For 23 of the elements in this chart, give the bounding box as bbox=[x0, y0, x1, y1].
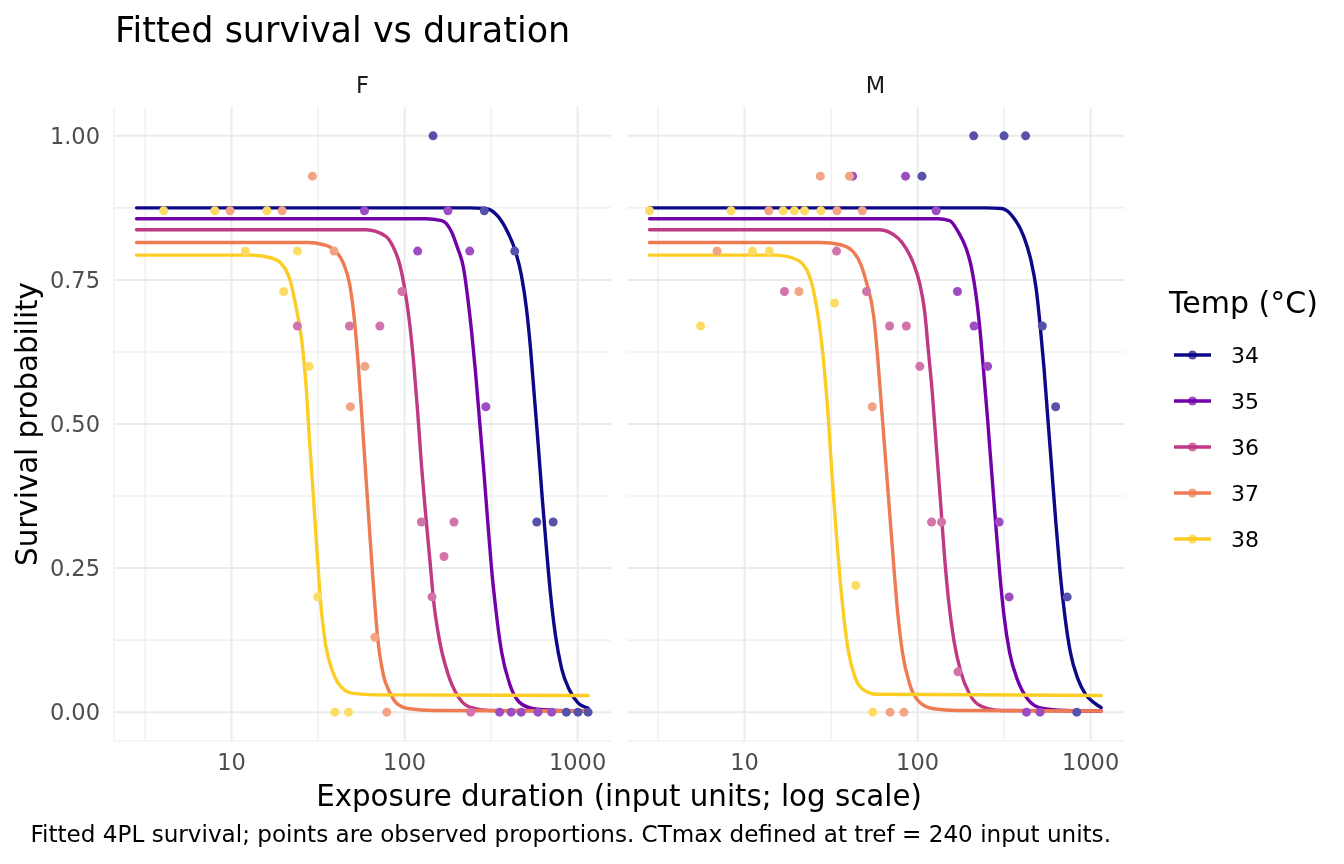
legend-label: 35 bbox=[1231, 388, 1259, 414]
chart-subtitle: F bbox=[356, 72, 369, 99]
y-tick-label: 0.75 bbox=[49, 266, 100, 293]
chart-subtitle: M bbox=[865, 72, 886, 99]
x-tick-label: 100 bbox=[896, 748, 940, 775]
chart-title: Fitted survival vs duration bbox=[115, 9, 571, 51]
x-tick-label: 100 bbox=[383, 748, 427, 775]
y-tick-label: 0.25 bbox=[49, 555, 100, 582]
x-tick-label: 1000 bbox=[548, 748, 607, 775]
x-tick-label: 1000 bbox=[1061, 748, 1120, 775]
x-tick-label: 10 bbox=[217, 748, 246, 775]
x-axis-title: Exposure duration (input units; log scale) bbox=[316, 779, 922, 814]
legend-title: Temp (°C) bbox=[1169, 284, 1318, 322]
legend-label: 36 bbox=[1231, 434, 1259, 460]
y-tick-label: 0.00 bbox=[49, 699, 100, 726]
legend-label: 34 bbox=[1231, 342, 1259, 368]
legend-label: 38 bbox=[1231, 526, 1259, 552]
y-tick-label: 0.50 bbox=[49, 410, 100, 437]
text: Fitted 4PL survival; points are observed proportions. CTmax defined at tref = 240 input units. bbox=[30, 820, 1111, 848]
y-tick-label: 1.00 bbox=[49, 122, 100, 149]
legend-label: 37 bbox=[1231, 480, 1259, 506]
y-axis-title: Survival probability bbox=[10, 282, 45, 566]
x-tick-label: 10 bbox=[730, 748, 759, 775]
